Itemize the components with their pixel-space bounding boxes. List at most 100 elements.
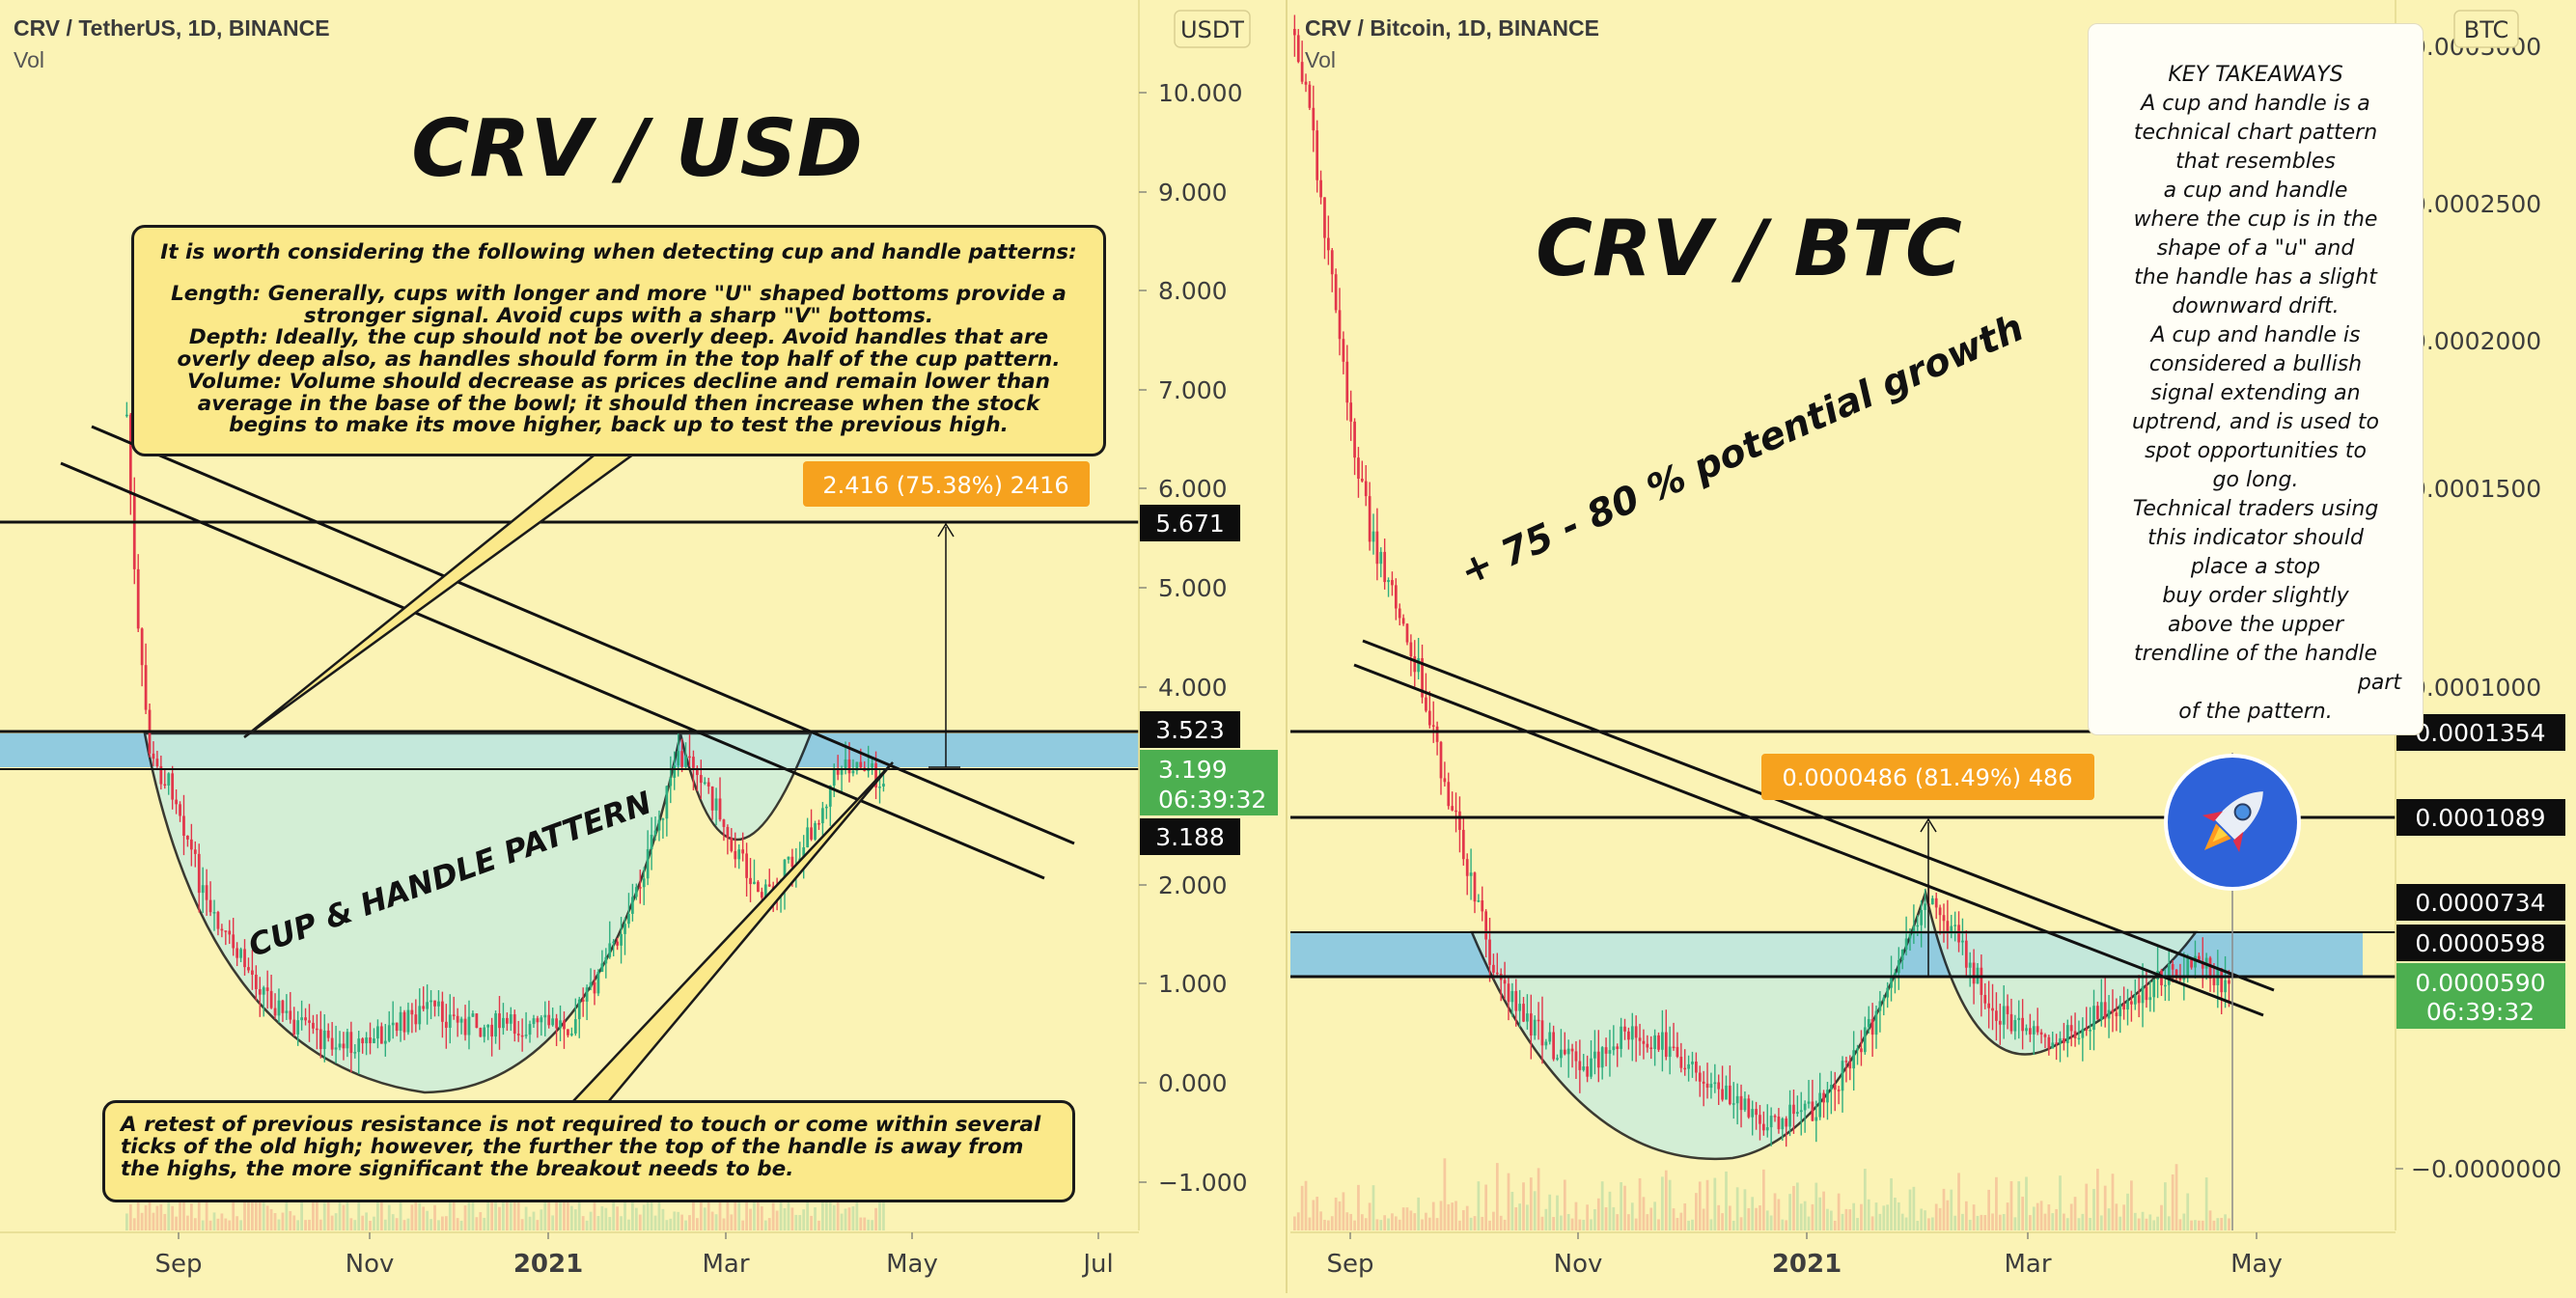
right-candle [1604,1047,1608,1054]
right-candle [1991,1008,1994,1011]
right-volume-bar [2085,1183,2089,1230]
right-volume-bar [2224,1214,2227,1230]
right-candle [2228,980,2230,984]
left-volume-bar [874,1207,877,1230]
left-volume-bar [692,1189,695,1230]
right-volume-bar [1590,1219,1593,1230]
left-volume-bar [696,1218,699,1230]
right-volume-bar [1447,1203,1451,1230]
right-candle [1695,1062,1698,1073]
left-candle [593,981,596,994]
callout-top-line: overly deep also, as handles should form… [177,347,1061,373]
left-volume-bar [289,1210,292,1230]
right-candle [1458,811,1461,830]
right-candle [1353,421,1356,458]
right-time-scale[interactable]: Sep Nov 2021 Mar May [1326,1232,2283,1279]
takeaways-line: place a stop [2190,555,2321,579]
right-candle [1413,656,1417,673]
right-volume-bar [1421,1219,1424,1230]
right-volume-bar [1773,1193,1777,1230]
left-volume-bar [710,1211,714,1230]
left-legend[interactable]: CRV / TetherUS, 1D, BINANCE Vol [14,15,330,73]
right-price-scale[interactable]: 0.00030000.00025000.00020000.00015000.00… [2396,33,2562,1183]
left-candle [167,773,171,787]
key-takeaways-note[interactable]: KEY TAKEAWAYS A cup and handle is a tech… [2088,23,2424,735]
left-candle [308,1020,311,1023]
left-volume-bar [821,1190,824,1230]
left-time-scale[interactable]: Sep Nov 2021 Mar May Jul [154,1232,1114,1279]
left-candle [262,987,265,995]
right-candle [2119,1004,2122,1017]
right-volume-bar [2036,1202,2039,1230]
right-tag-level-a [2396,884,2565,921]
left-volume-bar [175,1216,178,1230]
left-price-scale[interactable]: 10.000 9.000 8.000 7.000 6.000 5.000 4.000 2.00… [1139,79,1248,1197]
left-candle [855,761,859,771]
left-candle [179,804,181,816]
left-candle [620,933,623,946]
left-candle [437,1001,440,1007]
left-volume-bar [410,1204,414,1230]
right-candle [1417,658,1421,673]
right-volume-bar [1394,1216,1398,1230]
left-volume-bar [186,1215,189,1230]
left-currency-badge[interactable] [1174,10,1251,48]
left-candle [395,1022,399,1032]
left-volume-bar [189,1203,193,1230]
right-volume-bar [1679,1212,1683,1230]
right-candle [1747,1098,1751,1118]
left-candle [296,1020,300,1035]
right-volume-bar [1927,1218,1930,1230]
right-volume-bar [1841,1213,1844,1230]
right-candle [2081,1029,2085,1038]
right-candle [2089,1030,2091,1032]
left-candle [783,859,787,889]
right-candle [1401,618,1405,624]
takeaways-line: above the upper [2167,613,2343,637]
callout-top[interactable]: It is worth considering the following wh… [131,225,1106,456]
right-candle [1942,915,1946,922]
left-candle [677,751,680,766]
callout-bottom[interactable]: A retest of previous resistance is not r… [102,1100,1075,1202]
left-candle [163,784,167,787]
right-volume-bar [1795,1182,1799,1230]
right-candle [1593,1051,1596,1059]
right-legend[interactable]: CRV / Bitcoin, 1D, BINANCE Vol [1305,15,1599,73]
right-volume-bar [1451,1202,1454,1230]
right-volume-bar [1349,1213,1353,1230]
left-volume-bar [387,1204,391,1230]
left-chart[interactable]: CRV / USD CUP & HANDLE PATTERN 2.416 (75… [0,0,1278,1279]
left-candle [289,1010,292,1020]
left-volume-bar [182,1188,185,1230]
left-volume-bar [844,1208,847,1230]
left-callout-pointer-top [243,450,641,739]
right-volume-bar [1920,1208,1924,1230]
right-volume-bar [2013,1217,2017,1230]
left-candle [269,990,273,1008]
left-volume-bar [699,1199,703,1230]
right-volume-bar [1916,1220,1920,1230]
left-currency-text: USDT [1180,16,1244,43]
right-candle [1679,1056,1683,1068]
left-volume-bar [569,1205,573,1230]
left-candle [699,775,703,784]
right-volume-bar [1616,1214,1620,1230]
left-candle [483,1027,486,1037]
left-candle [684,756,687,767]
right-currency-badge[interactable] [2453,10,2519,48]
right-volume-bar [1848,1209,1852,1230]
left-candle [498,1013,501,1029]
right-volume-bar [1375,1219,1379,1230]
right-volume-bar [1566,1214,1570,1230]
right-candle [2115,1012,2119,1017]
left-candle [745,853,748,878]
left-volume-bar [832,1204,836,1230]
left-candle [444,1021,448,1028]
right-candle [1739,1095,1743,1111]
left-volume-bar [775,1210,779,1230]
right-volume-bar [2216,1218,2220,1230]
right-volume-bar [1608,1191,1612,1230]
right-volume-bar [2208,1210,2212,1230]
right-volume-bar [1739,1217,1743,1230]
